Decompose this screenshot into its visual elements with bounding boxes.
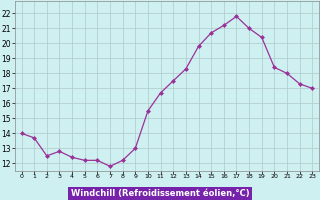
- Text: Windchill (Refroidissement éolien,°C): Windchill (Refroidissement éolien,°C): [71, 189, 249, 198]
